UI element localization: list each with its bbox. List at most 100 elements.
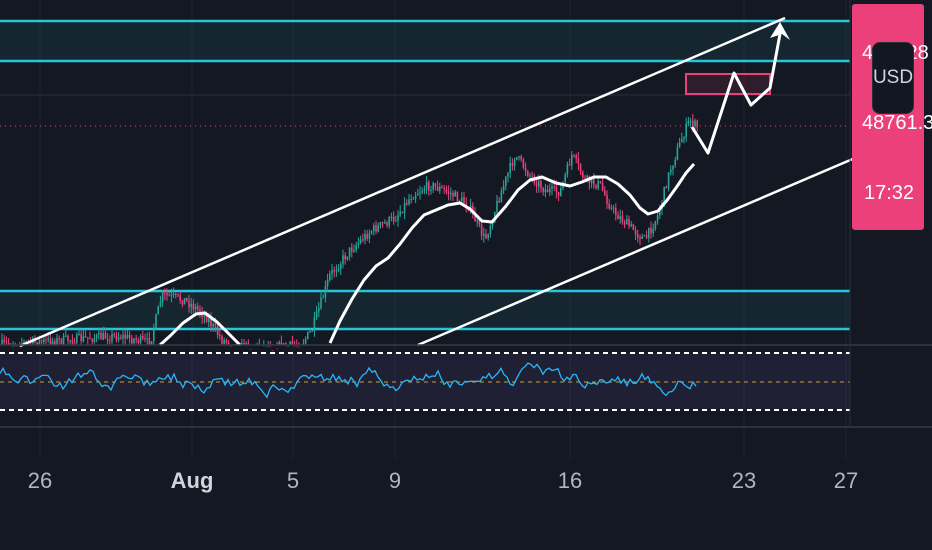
candle-body [648,227,650,238]
candle-body [199,309,201,313]
candle-body [219,334,221,337]
candle-body [128,334,131,339]
candle-body [599,181,602,183]
candle-body [93,338,96,342]
candle-body [509,163,511,174]
candle-body [608,203,610,209]
candle-body [527,171,529,176]
candle-body [51,341,54,345]
candle-body [131,338,133,344]
candle-body [73,343,76,345]
candle-body [604,190,606,196]
candle-body [667,172,670,189]
candle-body [177,294,179,296]
candle-body [179,295,181,301]
candle-body [346,256,349,260]
candle-body [146,338,148,340]
candle-body [289,341,291,345]
candle-body [337,268,340,271]
candle-body [115,335,118,341]
candle-body [595,184,597,189]
candle-body [280,342,283,345]
candle-body [324,285,327,298]
candle-body [557,191,560,196]
candle-body [685,123,687,138]
candle-body [432,183,434,190]
candle-body [381,222,384,224]
candle-body [445,189,448,192]
candle-body [610,207,613,209]
candle-body [56,338,58,345]
candle-body [476,220,478,222]
candle-body [87,337,89,339]
candle-body [225,340,228,343]
candle-body [628,219,630,227]
candle-body [102,333,104,340]
candle-body [568,164,571,166]
candle-body [212,324,214,327]
candle-body [373,225,375,232]
candle-body [137,339,140,343]
candle-body [181,300,184,305]
candle-body [529,175,531,177]
candle-body [227,342,230,345]
candle-body [43,339,45,342]
candle-body [450,193,452,195]
candle-body [126,334,129,339]
candle-body [436,186,439,191]
candle-body [133,338,135,344]
candle-body [617,214,619,220]
candle-body [82,335,85,342]
candle-body [637,234,639,238]
candle-body [571,155,573,166]
candle-body [36,342,38,345]
candle-body [397,215,399,221]
candle-body [601,182,604,191]
candle-body [650,227,652,234]
moving-average-line-main [328,163,696,344]
candle-body [62,335,65,344]
candle-body [205,313,208,323]
candle-body [216,326,219,335]
candle-body [652,228,654,234]
candle-body [507,173,509,177]
candle-body [340,263,342,269]
candle-body [419,192,421,194]
candle-body [683,137,685,140]
candle-body [678,142,681,148]
candle-body [412,198,415,200]
candle-body [410,199,412,201]
candle-body [388,217,390,226]
candle-body [157,306,159,315]
candle-body [551,186,553,189]
candle-body [579,164,582,173]
candle-body [694,120,696,127]
candle-body [267,346,269,348]
candle-body [18,346,21,348]
candle-body [307,331,309,339]
candle-body [670,169,672,173]
currency-label: USD [872,67,914,88]
candle-body [263,345,265,347]
candle-body [566,164,569,175]
candle-body [687,121,690,124]
candle-body [245,343,247,345]
candle-body [40,340,43,342]
candle-body [58,338,60,340]
candle-body [161,291,164,303]
x-axis-label: 16 [557,468,583,493]
candle-body [67,335,69,342]
countdown-label: 17:32 [864,182,915,204]
candle-body [630,224,632,227]
candle-body [674,159,676,166]
candle-body [153,328,155,342]
candle-body [243,343,245,345]
candle-body [612,207,615,209]
candle-body [357,242,360,245]
candle-body [518,156,520,158]
candle-body [186,298,188,301]
currency-button[interactable]: USD [872,42,914,114]
candle-body [582,172,584,178]
x-axis-label: 5 [286,468,300,493]
